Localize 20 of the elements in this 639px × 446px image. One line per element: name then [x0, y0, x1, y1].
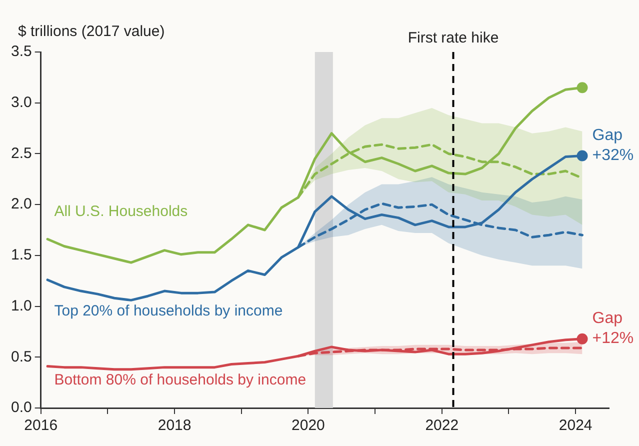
y-axis-title: $ trillions (2017 value) [18, 23, 165, 40]
y-tick-label: 3.5 [10, 43, 32, 60]
x-tick-label: 2024 [558, 417, 592, 434]
x-tick-label: 2020 [292, 417, 325, 434]
y-tick-label: 1.0 [10, 297, 32, 314]
y-tick-label: 1.5 [10, 246, 32, 264]
y-tick-label: 0.0 [10, 399, 32, 416]
ref-line-label: First rate hike [408, 30, 499, 47]
x-tick-label: 2018 [158, 417, 192, 434]
series-label: Top 20% of households by income [54, 302, 283, 320]
annotation: Gap +12% [592, 310, 634, 348]
y-tick-label: 3.0 [10, 94, 32, 111]
y-tick-label: 2.5 [10, 144, 32, 162]
series-label: All U.S. Households [54, 202, 188, 220]
x-tick-label: 2022 [425, 417, 459, 434]
annotation: Gap +32% [592, 127, 634, 164]
series-label: Bottom 80% of households by income [54, 372, 306, 389]
y-tick-label: 0.5 [10, 348, 32, 366]
y-tick-label: 2.0 [10, 196, 32, 213]
x-tick-label: 2016 [24, 417, 58, 434]
